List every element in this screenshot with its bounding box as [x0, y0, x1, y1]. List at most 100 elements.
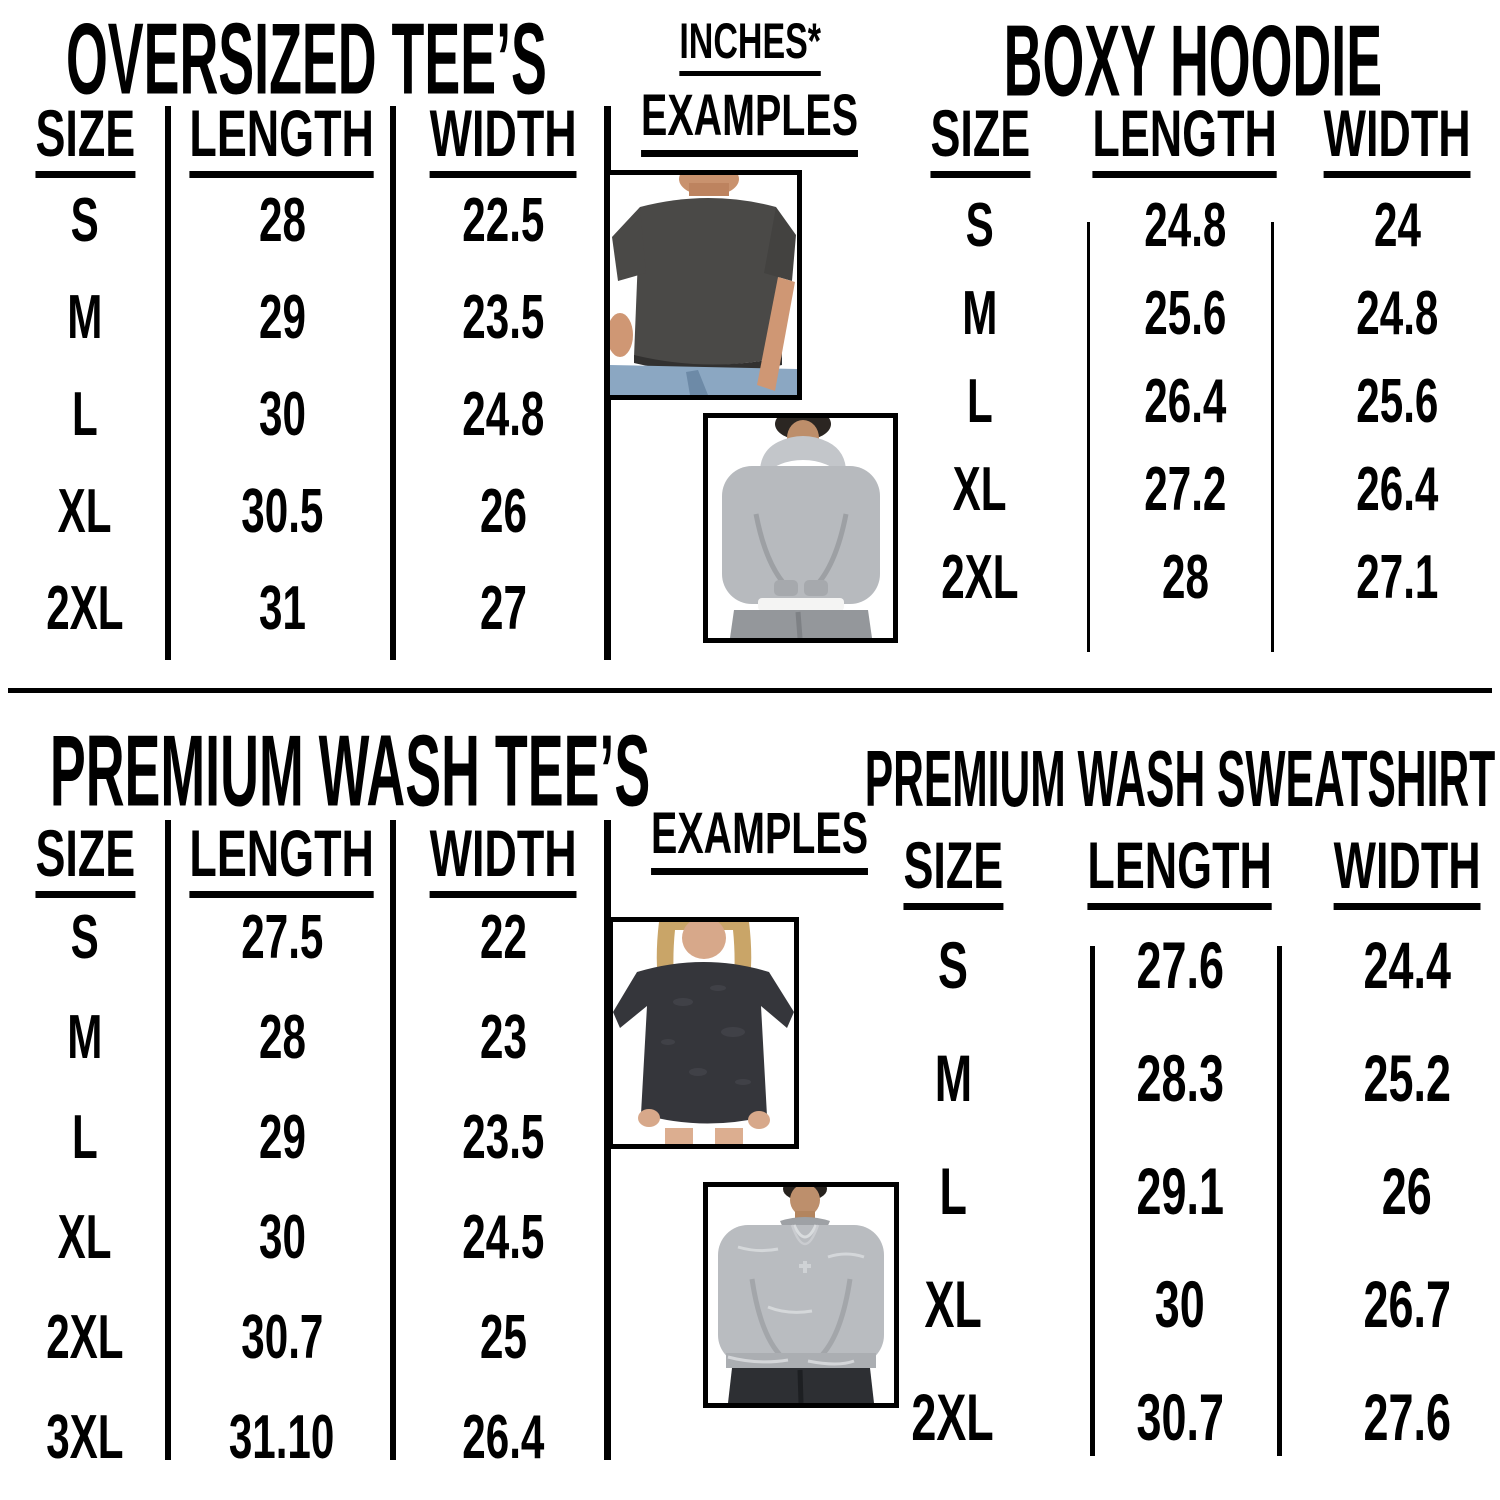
- width-cell: 26.7: [1363, 1266, 1451, 1341]
- column-header-length: LENGTH: [1087, 832, 1273, 910]
- examples-label-top: EXAMPLES: [625, 87, 875, 157]
- length-cell: 30.7: [1136, 1379, 1224, 1454]
- size-cell: M: [67, 1003, 103, 1072]
- premium-wash-tees-table: PREMIUM WASH TEE’S SIZE LENGTH WIDTH S 2…: [0, 0, 700, 1500]
- oversized-tee-illustration: [610, 175, 797, 395]
- length-cell: 25.6: [1143, 279, 1227, 348]
- length-cell: 31: [258, 573, 306, 643]
- section-divider: [8, 688, 1492, 693]
- column-header-width: WIDTH: [429, 100, 577, 178]
- column-header-size: SIZE: [35, 820, 135, 898]
- size-cell: XL: [924, 1266, 982, 1341]
- premium-wash-sweatshirt-photo: [703, 1182, 899, 1408]
- boxy-hoodie-illustration: [708, 418, 893, 638]
- size-cell: M: [67, 282, 103, 352]
- width-cell: 25.6: [1356, 367, 1439, 436]
- column-header-size: SIZE: [35, 100, 135, 178]
- width-cell: 23.5: [461, 282, 545, 352]
- column-divider: [390, 106, 396, 660]
- size-cell: L: [939, 1153, 967, 1228]
- width-cell: 27: [479, 573, 527, 643]
- size-cell: 2XL: [46, 1303, 124, 1372]
- column-header-size: SIZE: [930, 100, 1030, 178]
- length-cell: 29: [258, 1103, 306, 1172]
- size-cell: S: [965, 191, 995, 260]
- length-cell: 30.5: [240, 476, 324, 546]
- column-divider: [604, 820, 611, 1460]
- column-header-width: WIDTH: [429, 820, 577, 898]
- column-divider: [165, 820, 171, 1460]
- size-cell: M: [962, 279, 998, 348]
- length-cell: 26.4: [1143, 367, 1227, 436]
- length-cell: 28: [258, 185, 306, 255]
- size-cell: S: [938, 927, 968, 1002]
- width-cell: 24.8: [1356, 279, 1439, 348]
- column-divider: [390, 820, 396, 1460]
- column-header-width: WIDTH: [1323, 100, 1472, 178]
- length-cell: 30: [258, 379, 306, 449]
- width-cell: 25.2: [1363, 1040, 1451, 1115]
- size-cell: S: [70, 903, 100, 972]
- width-cell: 26.4: [461, 1403, 545, 1472]
- boxy-hoodie-table: BOXY HOODIE SIZE LENGTH WIDTH S 24.8 24 …: [900, 0, 1485, 1500]
- size-cell: 2XL: [911, 1379, 995, 1454]
- column-divider: [1277, 946, 1282, 1456]
- size-cell: XL: [953, 455, 1007, 524]
- size-cell: 2XL: [941, 543, 1019, 612]
- length-cell: 30: [258, 1203, 306, 1272]
- length-cell: 27.5: [240, 903, 324, 972]
- size-cell: 3XL: [46, 1403, 124, 1472]
- length-cell: 30: [1155, 1266, 1205, 1341]
- size-cell: XL: [58, 1203, 112, 1272]
- boxy-hoodie-photo: [703, 413, 898, 643]
- width-cell: 24.5: [461, 1203, 545, 1272]
- size-cell: S: [70, 185, 100, 255]
- size-cell: L: [72, 379, 98, 449]
- column-divider: [1087, 222, 1090, 652]
- units-label: INCHES*: [655, 16, 845, 76]
- premium-wash-tee-photo: [608, 917, 799, 1149]
- column-header-length: LENGTH: [1092, 100, 1278, 178]
- table-title: PREMIUM WASH TEE’S: [49, 715, 651, 828]
- size-cell: XL: [58, 476, 112, 546]
- column-divider: [165, 106, 171, 660]
- examples-label-bottom: EXAMPLES: [635, 805, 885, 875]
- length-cell: 28: [258, 1003, 306, 1072]
- size-cell: L: [72, 1103, 98, 1172]
- premium-wash-tee-illustration: [613, 922, 794, 1144]
- column-header-width: WIDTH: [1333, 832, 1481, 910]
- size-cell: 2XL: [46, 573, 124, 643]
- width-cell: 26.4: [1356, 455, 1439, 524]
- length-cell: 29.1: [1136, 1153, 1224, 1228]
- oversized-tees-table: OVERSIZED TEE’S SIZE LENGTH WIDTH S 28 2…: [0, 0, 612, 1500]
- size-cell: L: [967, 367, 993, 436]
- length-cell: 31.10: [229, 1403, 335, 1472]
- length-cell: 29: [258, 282, 306, 352]
- column-header-size: SIZE: [903, 832, 1003, 910]
- column-header-length: LENGTH: [189, 820, 375, 898]
- length-cell: 24.8: [1143, 191, 1227, 260]
- width-cell: 24.4: [1363, 927, 1451, 1002]
- width-cell: 23.5: [461, 1103, 545, 1172]
- width-cell: 25: [479, 1303, 527, 1372]
- length-cell: 30.7: [240, 1303, 324, 1372]
- width-cell: 27.6: [1363, 1379, 1451, 1454]
- column-divider: [1090, 946, 1095, 1456]
- width-cell: 26: [479, 476, 527, 546]
- premium-wash-sweatshirt-illustration: [708, 1187, 894, 1403]
- table-title: PREMIUM WASH SWEATSHIRT: [864, 734, 1496, 825]
- width-cell: 27.1: [1356, 543, 1439, 612]
- size-cell: M: [934, 1040, 972, 1115]
- length-cell: 27.2: [1143, 455, 1227, 524]
- width-cell: 23: [479, 1003, 527, 1072]
- width-cell: 22.5: [461, 185, 545, 255]
- units-text: INCHES*: [679, 16, 821, 76]
- column-divider: [1271, 222, 1274, 652]
- examples-text: EXAMPLES: [641, 87, 859, 157]
- table-title: BOXY HOODIE: [1003, 5, 1382, 118]
- table-title: OVERSIZED TEE’S: [65, 3, 547, 116]
- width-cell: 26: [1382, 1153, 1432, 1228]
- examples-text: EXAMPLES: [651, 805, 869, 875]
- width-cell: 22: [479, 903, 527, 972]
- width-cell: 24: [1374, 191, 1421, 260]
